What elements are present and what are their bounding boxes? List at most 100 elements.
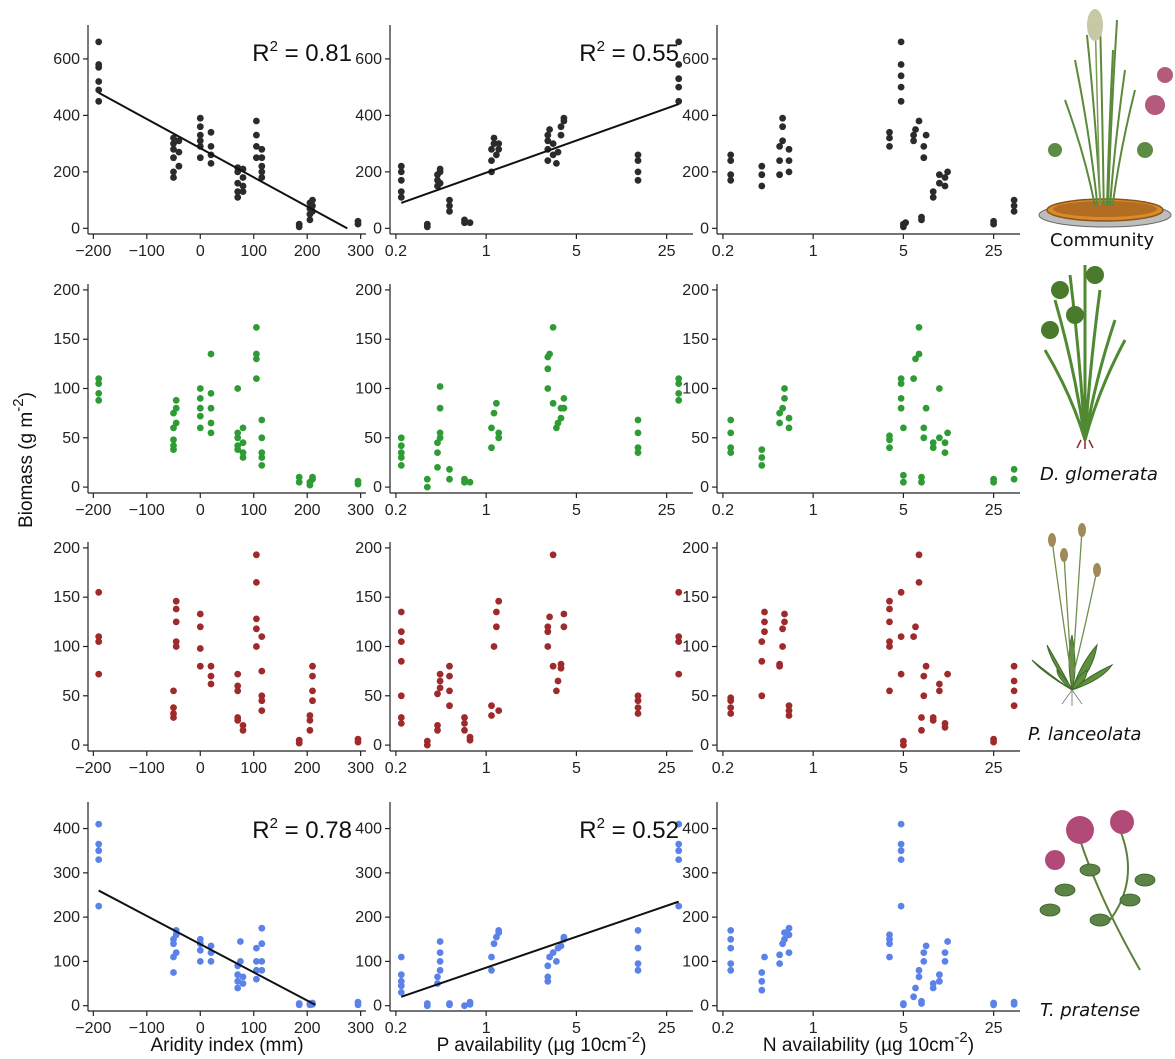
data-point: [234, 714, 242, 721]
data-point: [234, 984, 242, 992]
data-point: [436, 677, 444, 685]
data-point: [434, 464, 441, 471]
data-point: [634, 444, 642, 452]
data-point: [758, 162, 766, 170]
data-point: [785, 145, 793, 153]
data-point: [634, 944, 642, 952]
data-point: [544, 628, 552, 636]
data-point: [309, 473, 316, 481]
data-point: [990, 735, 997, 743]
data-point: [207, 942, 215, 950]
data-point: [253, 944, 260, 952]
data-point: [397, 168, 405, 176]
data-point: [944, 938, 951, 945]
data-point: [258, 966, 266, 974]
x-tick-label: 25: [658, 760, 676, 777]
data-point: [234, 429, 242, 437]
y-tick-label: 0: [700, 998, 709, 1015]
data-point: [758, 969, 766, 976]
y-tick-label: 100: [682, 639, 709, 656]
data-point: [776, 157, 783, 165]
x-tick-label: 25: [985, 243, 1003, 260]
data-point: [95, 390, 103, 397]
x-tick-label: 100: [240, 1020, 267, 1037]
data-point: [239, 174, 247, 181]
data-point: [306, 216, 314, 224]
x-tick-label: 0: [196, 760, 205, 777]
data-point: [170, 168, 177, 176]
data-point: [175, 162, 183, 170]
y-tick-label: 200: [682, 282, 709, 299]
y-tick-label: 0: [71, 479, 80, 496]
data-point: [95, 380, 103, 387]
data-point: [544, 137, 552, 145]
data-point: [727, 151, 735, 159]
data-point: [446, 475, 453, 483]
data-point: [920, 434, 928, 442]
data-point: [488, 966, 495, 974]
data-point: [1010, 677, 1018, 685]
data-point: [490, 140, 498, 148]
data-point: [886, 931, 893, 939]
x-axis-title: P availability (µg 10cm-2): [437, 1029, 647, 1056]
data-point: [207, 143, 215, 150]
data-point: [897, 83, 905, 91]
data-point: [196, 154, 204, 162]
data-point: [488, 145, 495, 153]
panel-2-3: 0 50 100 150 200 0.2 1 5 25: [682, 282, 1020, 519]
data-point: [920, 154, 928, 162]
r-squared-label: R2 = 0.55: [579, 38, 679, 67]
y-tick-label: 0: [71, 998, 80, 1015]
y-tick-label: 50: [364, 430, 382, 447]
data-point: [929, 439, 937, 447]
data-point: [490, 940, 498, 948]
data-point: [488, 953, 495, 961]
x-tick-label: 0.2: [712, 243, 734, 260]
data-point: [544, 385, 552, 392]
data-point: [234, 971, 242, 979]
data-point: [239, 454, 247, 461]
data-point: [258, 145, 266, 153]
data-point: [196, 623, 204, 631]
data-point: [557, 414, 565, 422]
y-tick-label: 300: [682, 865, 709, 882]
data-point: [309, 662, 316, 670]
y-tick-label: 200: [355, 909, 382, 926]
data-point: [95, 670, 103, 678]
data-point: [446, 196, 453, 204]
data-point: [900, 1000, 907, 1007]
data-point: [397, 188, 405, 196]
data-point: [170, 145, 177, 153]
y-tick-label: 400: [53, 107, 80, 124]
data-point: [253, 350, 260, 358]
x-tick-label: 5: [899, 502, 908, 519]
panel-4-1: 0 100 200 300 400 −200 −100 0 100 200 300 R2 = 0.78: [53, 802, 374, 1037]
data-point: [776, 951, 783, 959]
x-tick-label: 0.2: [385, 243, 407, 260]
data-point: [544, 643, 552, 650]
y-tick-label: 100: [355, 639, 382, 656]
y-tick-label: 600: [682, 51, 709, 68]
data-point: [207, 128, 215, 136]
x-tick-label: −100: [129, 502, 165, 519]
data-point: [886, 432, 893, 440]
data-point: [172, 404, 180, 412]
x-tick-label: 100: [240, 243, 267, 260]
data-point: [727, 416, 735, 424]
data-point: [495, 707, 503, 714]
data-point: [170, 704, 177, 711]
data-point: [936, 680, 943, 688]
y-tick-label: 400: [355, 107, 382, 124]
regression-line: [98, 91, 348, 230]
y-tick-label: 150: [53, 589, 80, 606]
data-point: [95, 847, 103, 855]
data-point: [258, 154, 266, 162]
data-point: [495, 434, 503, 442]
data-point: [258, 416, 266, 424]
data-point: [295, 478, 303, 486]
data-point: [295, 473, 303, 481]
y-tick-label: 150: [682, 331, 709, 348]
data-point: [727, 927, 735, 934]
x-tick-label: 300: [347, 243, 374, 260]
